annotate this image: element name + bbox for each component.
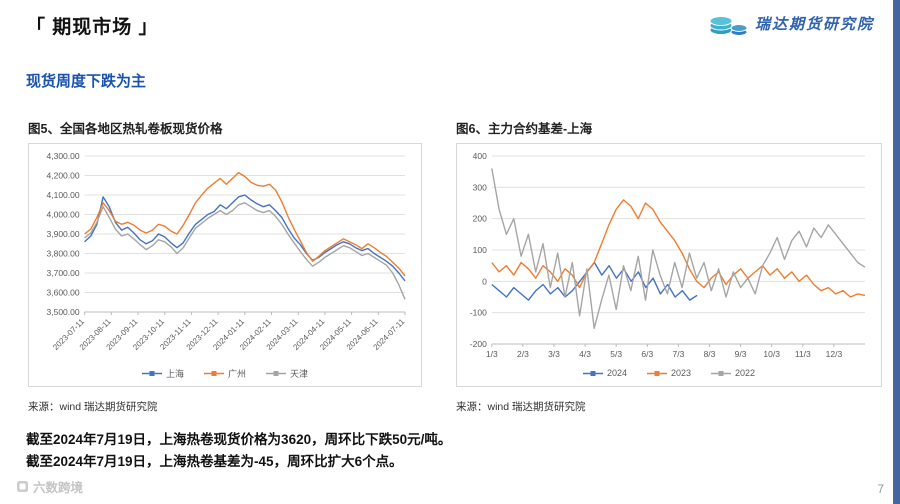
legend-marker-icon [203, 370, 224, 376]
page-title: 「 期现市场 」 [26, 17, 159, 38]
chart-title-spot-price: 图5、全国各地区热轧卷板现货价格 [28, 122, 223, 136]
svg-text:200: 200 [473, 214, 487, 224]
svg-text:4,300.00: 4,300.00 [47, 151, 80, 161]
svg-text:400: 400 [473, 151, 487, 161]
chart-box-spot-price: 3,500.00 3,600.00 3,700.00 3,800.00 3,900.00… [28, 143, 422, 387]
legend-item: 广州 [203, 367, 246, 380]
summary-line-spot: 截至2024年7月19日，上海热卷现货价格为3620，周环比下跌50元/吨。 [26, 432, 452, 447]
legend-item: 2023 [646, 368, 692, 378]
svg-text:2/3: 2/3 [517, 349, 529, 359]
source-note-spot-price: 来源：wind 瑞达期货研究院 [28, 401, 158, 413]
legend-marker-icon [266, 370, 286, 376]
legend-item: 2024 [582, 368, 627, 378]
svg-text:3,700.00: 3,700.00 [47, 268, 80, 278]
chart-panel-basis: 图6、主力合约基差-上海 -200 -100 0 100 200 300 400 1/3 2/3… [456, 118, 882, 414]
svg-text:8/3: 8/3 [704, 349, 716, 359]
legend-item: 上海 [141, 367, 184, 380]
brand-name: 瑞达期货研究院 [754, 15, 874, 33]
svg-text:0: 0 [482, 276, 487, 286]
svg-text:4,100.00: 4,100.00 [47, 190, 80, 200]
brand-logo: 瑞达期货研究院 [707, 8, 874, 38]
svg-text:6/3: 6/3 [641, 349, 653, 359]
charts-row: 图5、全国各地区热轧卷板现货价格 3,500.00 3,600.00 3,700.0… [28, 118, 884, 414]
page-number: 7 [877, 482, 884, 496]
right-accent-strip [893, 0, 900, 504]
legend-item: 天津 [266, 367, 308, 380]
coins-icon [709, 16, 748, 36]
svg-text:9/3: 9/3 [735, 349, 747, 359]
svg-text:3/3: 3/3 [548, 349, 560, 359]
svg-text:-200: -200 [470, 339, 487, 349]
svg-text:11/3: 11/3 [795, 349, 811, 359]
svg-text:3,900.00: 3,900.00 [47, 229, 80, 239]
legend-label: 2023 [670, 368, 692, 378]
watermark-icon [17, 481, 28, 492]
legend-label: 广州 [227, 368, 246, 379]
svg-text:12/3: 12/3 [826, 349, 843, 359]
svg-text:100: 100 [473, 245, 487, 255]
svg-text:3,500.00: 3,500.00 [47, 307, 80, 317]
basis-chart-legend: 2024 2023 2022 [461, 364, 877, 382]
svg-text:4,200.00: 4,200.00 [47, 171, 80, 181]
watermark: 六数跨境 [16, 477, 83, 496]
legend-marker-icon [582, 370, 603, 376]
legend-label: 2022 [735, 368, 756, 378]
svg-text:3,800.00: 3,800.00 [47, 249, 80, 259]
legend-item: 2022 [711, 368, 755, 378]
source-note-basis: 来源：wind 瑞达期货研究院 [456, 401, 586, 413]
svg-text:4/3: 4/3 [579, 349, 591, 359]
legend-label: 天津 [290, 368, 309, 379]
spot-price-chart-legend: 上海 广州 天津 [33, 364, 417, 382]
spot-price-line-chart: 3,500.00 3,600.00 3,700.00 3,800.00 3,900.00… [33, 148, 417, 364]
section-subtitle: 现货周度下跌为主 [26, 73, 147, 90]
legend-marker-icon [711, 370, 732, 376]
svg-text:300: 300 [473, 182, 487, 192]
svg-text:3,600.00: 3,600.00 [47, 288, 80, 298]
svg-text:10/3: 10/3 [763, 349, 780, 359]
legend-marker-icon [141, 370, 162, 376]
legend-marker-icon [646, 370, 667, 376]
svg-text:4,000.00: 4,000.00 [47, 210, 80, 220]
basis-line-chart: -200 -100 0 100 200 300 400 1/3 2/3 3/3 4/3 5/3 6/3 7… [461, 148, 877, 364]
watermark-label: 六数跨境 [33, 481, 84, 495]
legend-label: 上海 [165, 368, 184, 379]
svg-text:-100: -100 [470, 308, 487, 318]
chart-panel-spot-price: 图5、全国各地区热轧卷板现货价格 3,500.00 3,600.00 3,700.0… [28, 118, 422, 414]
chart-title-basis: 图6、主力合约基差-上海 [456, 122, 593, 136]
legend-label: 2024 [606, 368, 627, 378]
svg-text:5/3: 5/3 [610, 349, 622, 359]
svg-text:7/3: 7/3 [672, 349, 684, 359]
chart-box-basis: -200 -100 0 100 200 300 400 1/3 2/3 3/3 4/3 5/3 6/3 7… [456, 143, 882, 387]
svg-text:1/3: 1/3 [486, 349, 498, 359]
summary-line-basis: 截至2024年7月19日，上海热卷基差为-45，周环比扩大6个点。 [26, 454, 403, 469]
